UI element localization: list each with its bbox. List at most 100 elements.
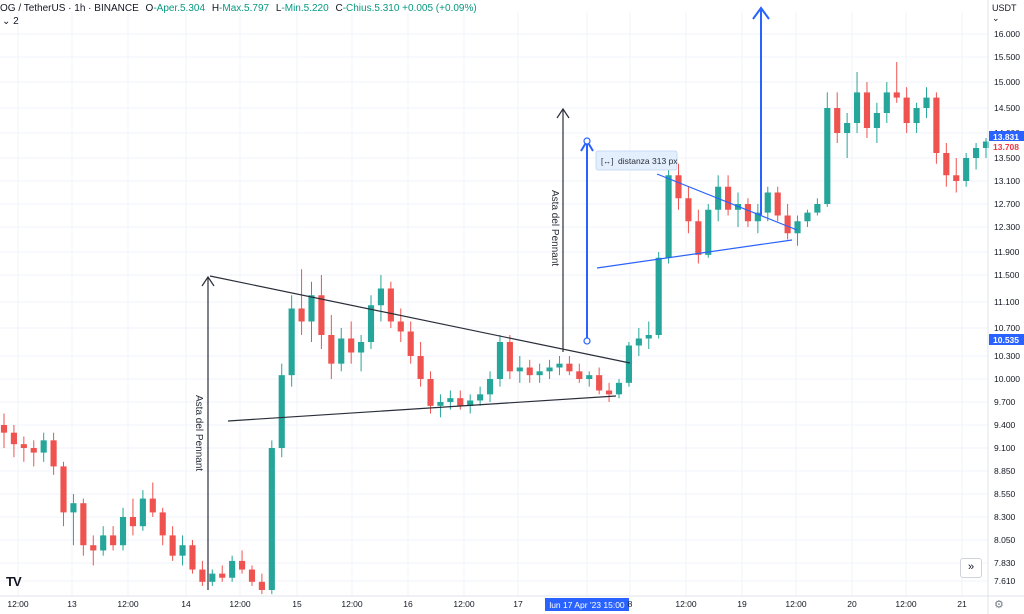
candle-body [764, 192, 771, 213]
price-tick-label: 13.100 [994, 176, 1020, 186]
price-tick-label: 7.610 [994, 576, 1016, 586]
candle-body [40, 440, 47, 453]
candle-body [308, 295, 315, 322]
time-crosshair-label: lun 17 Apr '23 15:00 [549, 600, 625, 610]
time-tick-label: 12:00 [895, 599, 917, 609]
high-label: H [211, 3, 220, 14]
candle-body [80, 503, 87, 546]
time-tick-label: 12:00 [7, 599, 29, 609]
time-tick-label: 14 [181, 599, 191, 609]
candle-body [129, 517, 137, 527]
goto-realtime-button[interactable]: » [960, 558, 982, 578]
candle-body [496, 342, 504, 379]
candle-body [685, 198, 692, 222]
candle-body [0, 425, 8, 433]
price-tick-label: 12.300 [994, 222, 1020, 232]
candle-body [576, 371, 583, 379]
candle-body [288, 308, 295, 376]
candle-body [675, 175, 682, 199]
double-chevron-right-icon: » [967, 561, 975, 573]
candle-body [209, 573, 216, 582]
candle-body [814, 204, 821, 213]
low-label: L [275, 3, 282, 14]
candle-body [179, 545, 186, 556]
candle-body [923, 97, 930, 108]
candle-body [377, 288, 385, 306]
candle-body [238, 560, 246, 570]
gear-icon[interactable]: ⚙ [994, 599, 1004, 611]
candle-body [298, 308, 305, 322]
time-tick-label: 20 [847, 599, 857, 609]
currency-selector[interactable]: USDT ⌄ [992, 3, 1017, 23]
candle-body [348, 338, 355, 353]
candle-body [30, 448, 37, 453]
time-tick-label: 12:00 [453, 599, 475, 609]
candle-body [536, 371, 543, 376]
candles-series [0, 62, 990, 595]
candle-body [615, 382, 623, 395]
candle-body [119, 517, 127, 546]
price-tick-label: 15.500 [994, 52, 1020, 62]
candle-body [189, 545, 196, 570]
price-tick-label: 9.400 [994, 420, 1016, 430]
time-tick-label: 12:00 [229, 599, 251, 609]
candle-body [258, 581, 265, 590]
time-tick-label: 15 [292, 599, 302, 609]
candle-body [625, 345, 632, 383]
candle-body [477, 394, 484, 401]
candle-body [596, 375, 603, 391]
indicator-count: 2 [13, 16, 19, 27]
candle-body [566, 363, 573, 372]
pennant2-lower-line [596, 239, 793, 269]
price-label-text: 13.708 [993, 142, 1019, 152]
candle-body [893, 92, 900, 98]
price-tick-label: 9.100 [994, 443, 1016, 453]
candle-body [149, 498, 156, 513]
candle-body [248, 569, 256, 582]
time-tick-label: 21 [957, 599, 967, 609]
time-tick-label: 17 [513, 599, 523, 609]
candle-body [50, 440, 57, 467]
candle-body [169, 535, 176, 556]
candle-body [784, 215, 791, 234]
price-tick-label: 10.700 [994, 323, 1020, 333]
candle-body [20, 444, 27, 448]
time-tick-label: 12:00 [117, 599, 139, 609]
pennant1-upper-line [209, 275, 631, 364]
drawing-tools: Asta del Pennant Asta del Pennant [↔] dista… [193, 6, 798, 590]
candle-body [437, 402, 444, 406]
candle-body [744, 204, 752, 222]
price-tick-label: 8.300 [994, 512, 1016, 522]
price-tick-label: 8.850 [994, 466, 1016, 476]
high-value: -Max.5.797 [219, 3, 270, 14]
candle-body [953, 175, 960, 181]
price-tick-label: 7.830 [994, 558, 1016, 568]
indicator-toggle[interactable]: ⌄ 2 [2, 16, 19, 27]
candle-body [447, 398, 454, 402]
candle-body [387, 288, 394, 322]
low-value: -Min.5.220 [281, 3, 329, 14]
time-tick-label: 12:00 [785, 599, 807, 609]
candle-body [883, 92, 890, 113]
price-tick-label: 13.500 [994, 153, 1020, 163]
distance-tooltip-box [595, 150, 678, 171]
time-crosshair-label-box [545, 598, 629, 611]
pennant2-upper-line [656, 173, 798, 231]
candle-body [427, 379, 434, 406]
price-label-box [989, 131, 1024, 142]
candle-body [725, 186, 732, 210]
distance-tooltip-text: distanza 313 px [618, 156, 678, 166]
candle-body [963, 158, 970, 181]
tradingview-logo: TV [6, 574, 22, 589]
symbol-title[interactable]: OG / TetherUS · 1h · BINANCE [0, 3, 139, 14]
price-axis: 16.00015.50015.00014.50014.00013.50013.1… [987, 0, 1024, 614]
pole2-arrow-head [556, 107, 570, 119]
candle-body [645, 335, 652, 339]
measure-handle-bottom [583, 337, 591, 345]
candle-body [268, 448, 275, 590]
candle-body [70, 503, 77, 513]
price-tick-label: 15.000 [994, 77, 1020, 87]
